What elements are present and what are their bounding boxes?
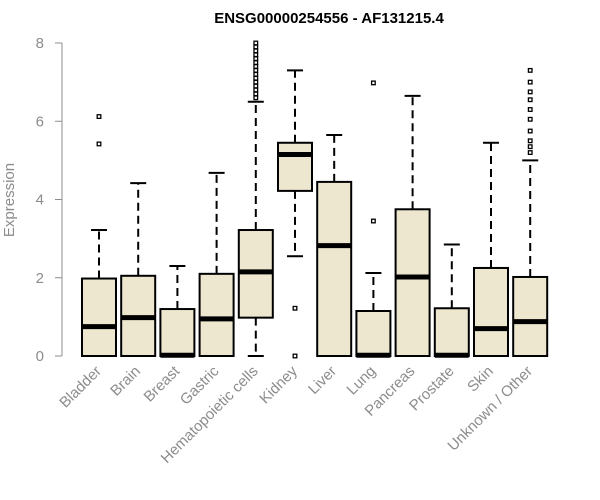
box-skin [473, 141, 509, 357]
outlier-point [527, 138, 533, 144]
outlier-point [253, 56, 259, 62]
outlier-point [527, 107, 533, 112]
box-unknown-other [512, 67, 549, 357]
box-gastric [198, 171, 235, 357]
outlier-point [370, 218, 376, 224]
box-bladder [81, 114, 117, 357]
outlier-point [253, 91, 259, 97]
box-breast [159, 265, 196, 358]
category-label: Lung [344, 363, 380, 399]
outlier-point [527, 150, 533, 155]
outlier-point [253, 95, 259, 101]
box-hematopoietic-cells [237, 40, 274, 357]
outlier-point [253, 87, 259, 93]
y-tick-label: 4 [36, 192, 44, 209]
box-iqr [81, 277, 117, 357]
outlier-point [96, 114, 102, 120]
outlier-point [96, 141, 102, 147]
outlier-point [253, 83, 259, 89]
category-label: Bladder [56, 363, 105, 412]
category-label: Kidney [256, 362, 301, 407]
outlier-point [292, 353, 298, 359]
outlier-point [253, 75, 259, 81]
category-label: Liver [305, 363, 340, 398]
outlier-point [527, 79, 533, 85]
outlier-point [253, 67, 259, 73]
category-label: Skin [464, 363, 497, 396]
outlier-point [253, 52, 259, 58]
y-tick-label: 0 [36, 348, 44, 365]
outlier-point [527, 144, 533, 150]
outlier-point [527, 67, 533, 73]
box-kidney [277, 69, 313, 359]
box-liver [316, 133, 353, 357]
box-brain [120, 182, 157, 358]
box-pancreas [394, 94, 431, 357]
outlier-point [527, 89, 533, 95]
box-iqr [394, 208, 431, 357]
outlier-point [527, 97, 533, 103]
y-axis-label: Expression [1, 163, 18, 237]
outlier-point [527, 116, 533, 122]
outlier-point [253, 71, 259, 77]
outlier-point [292, 305, 298, 311]
box-lung [355, 80, 392, 358]
outlier-point [253, 79, 259, 85]
box-iqr [159, 308, 196, 357]
box-prostate [433, 243, 470, 358]
outlier-point [253, 60, 259, 66]
y-axis: 0 2 4 6 8 [36, 35, 63, 365]
y-tick-label: 8 [36, 35, 44, 52]
y-tick-label: 2 [36, 270, 44, 287]
chart-title: ENSG00000254556 - AF131215.4 [214, 10, 444, 27]
outlier-point [253, 48, 259, 54]
box-iqr [433, 307, 470, 357]
box-iqr [277, 141, 313, 192]
outlier-point [370, 80, 376, 86]
category-label: Breast [141, 362, 184, 405]
box-iqr [512, 275, 549, 357]
plot-area [81, 40, 549, 359]
y-tick-label: 6 [36, 113, 44, 130]
outlier-point [253, 44, 259, 50]
outlier-point [527, 128, 533, 134]
box-iqr [355, 310, 392, 358]
category-label: Brain [107, 363, 144, 400]
box-iqr [198, 272, 235, 357]
outlier-point [253, 64, 259, 69]
box-iqr [316, 180, 353, 357]
outlier-point [253, 40, 259, 46]
box-iqr [473, 266, 509, 357]
